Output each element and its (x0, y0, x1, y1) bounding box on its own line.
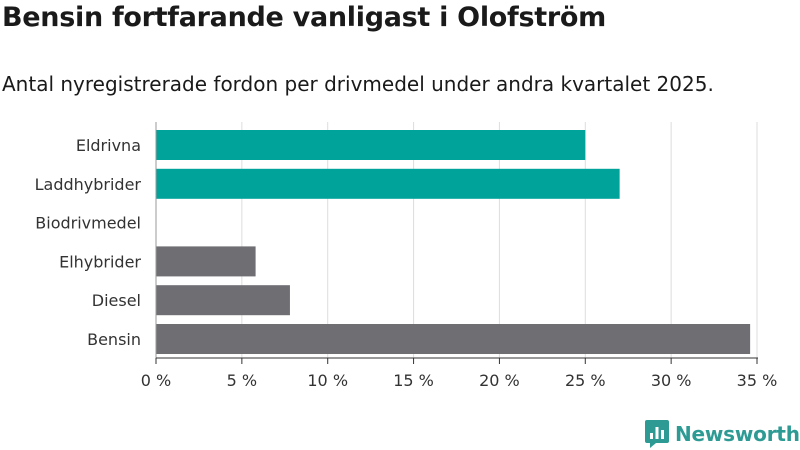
x-tick-label: 5 % (227, 371, 257, 390)
newsworthy-logo-icon (645, 420, 669, 448)
category-label: Laddhybrider (35, 175, 142, 194)
category-label: Diesel (92, 291, 141, 310)
newsworthy-logo: Newsworthy (644, 419, 800, 449)
x-tick-label: 25 % (565, 371, 606, 390)
bars (156, 130, 751, 354)
chart-title: Bensin fortfarande vanligast i Olofström (2, 2, 606, 33)
category-label: Bensin (87, 330, 141, 349)
x-tick-label: 35 % (737, 371, 778, 390)
x-tick-label: 20 % (479, 371, 520, 390)
category-label: Elhybrider (59, 252, 141, 271)
bar (156, 246, 256, 277)
grid-lines (241, 122, 758, 358)
category-label: Eldrivna (76, 136, 141, 155)
category-label: Biodrivmedel (35, 214, 141, 233)
chart-subtitle: Antal nyregistrerade fordon per drivmede… (2, 72, 714, 96)
x-tick-label: 15 % (393, 371, 434, 390)
bar (156, 130, 586, 160)
bar (156, 285, 290, 316)
bar (156, 168, 620, 199)
category-labels: Eldrivna Laddhybrider Biodrivmedel Elhybrid… (35, 136, 142, 349)
x-tick-label: 30 % (651, 371, 692, 390)
bar (156, 324, 751, 354)
x-tick-label: 0 % (141, 371, 171, 390)
x-tick-label: 10 % (307, 371, 348, 390)
x-axis: 0 % 5 % 10 % 15 % 20 % 25 % 30 % 35 % (141, 122, 778, 390)
brand-name: Newsworthy (675, 422, 800, 446)
